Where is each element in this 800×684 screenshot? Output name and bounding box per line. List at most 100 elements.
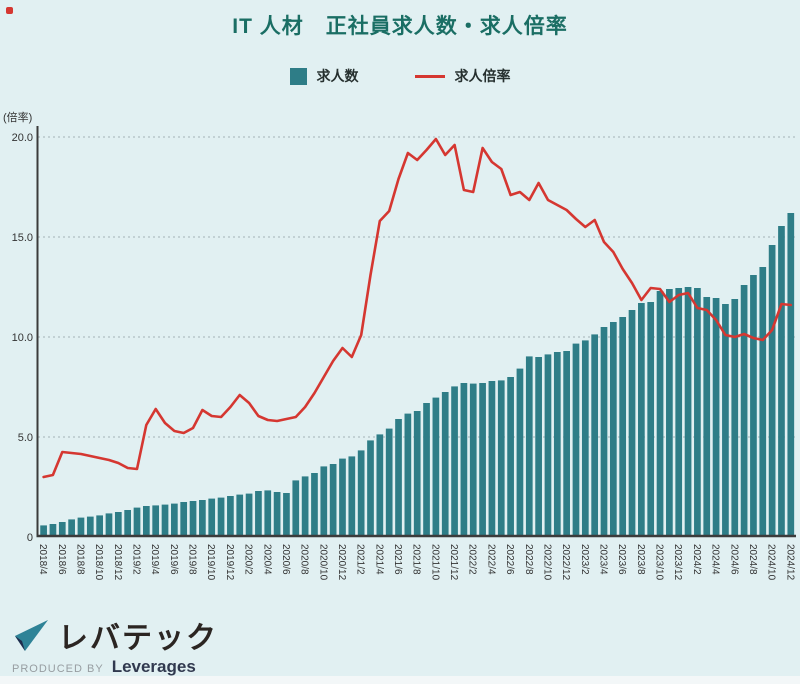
bar: [544, 354, 552, 537]
y-tick-label: 5.0: [18, 432, 33, 444]
bar: [245, 493, 253, 537]
bar-swatch-icon: [289, 67, 307, 85]
bar: [469, 383, 477, 537]
x-tick-label: 2019/4: [149, 544, 160, 575]
bar: [292, 480, 300, 537]
bar: [479, 383, 486, 537]
logo-brand-text: レバテック: [58, 622, 218, 655]
bar: [77, 517, 85, 537]
x-tick-label: 2024/2: [691, 544, 702, 575]
bar: [124, 510, 132, 537]
bar: [703, 297, 711, 537]
bar: [731, 299, 739, 537]
x-tick-label: 2022/6: [504, 544, 515, 575]
x-tick-label: 2022/2: [467, 544, 478, 575]
line-swatch-icon: [414, 74, 445, 78]
x-tick-label: 2019/10: [205, 544, 216, 581]
x-tick-label: 2021/2: [355, 544, 366, 575]
recording-dot: [6, 7, 13, 14]
bar: [609, 322, 617, 537]
bar: [40, 525, 47, 537]
bar: [432, 397, 440, 537]
company-name: Leverages: [111, 657, 196, 676]
bar: [750, 275, 757, 537]
bar: [385, 428, 393, 537]
bar: [273, 492, 281, 537]
x-tick-label: 2019/12: [224, 544, 235, 581]
bar: [227, 496, 234, 537]
bar: [301, 476, 309, 537]
x-tick-label: 2023/12: [672, 544, 683, 581]
bar: [712, 298, 720, 537]
bar: [666, 289, 673, 537]
x-tick-label: 2023/6: [616, 544, 627, 575]
legend: 求人数 求人倍率: [0, 66, 800, 86]
bar: [787, 213, 795, 537]
bar: [105, 513, 113, 537]
bar: [516, 368, 524, 537]
x-tick-label: 2020/8: [299, 544, 310, 575]
x-tick-label: 2024/6: [728, 544, 739, 575]
bar: [58, 522, 66, 537]
x-tick-label: 2024/12: [784, 544, 795, 581]
bar: [591, 334, 599, 537]
bar: [180, 502, 188, 537]
y-tick-label: 10.0: [12, 332, 33, 344]
bar: [572, 343, 580, 537]
bar: [357, 450, 365, 537]
bar: [367, 440, 374, 537]
bar: [395, 419, 402, 537]
legend-item-line: 求人倍率: [414, 66, 511, 86]
bar: [768, 245, 776, 537]
logo: レバテック PRODUCED BY Leverages: [12, 612, 242, 677]
bar: [740, 285, 748, 537]
produced-by-row: PRODUCED BY Leverages: [12, 657, 242, 677]
bar: [49, 524, 57, 537]
x-tick-label: 2023/2: [579, 544, 590, 575]
legend-line-label: 求人倍率: [454, 68, 511, 84]
produced-by-label: PRODUCED BY: [12, 663, 104, 675]
bar: [96, 515, 103, 537]
bar: [171, 503, 178, 537]
ratio-line: [42, 137, 793, 479]
bar: [722, 304, 729, 537]
bar: [255, 491, 262, 537]
x-tick-label: 2020/12: [336, 544, 347, 581]
bar: [563, 351, 570, 537]
chart-title: IT 人材 正社員求人数・求人倍率: [232, 15, 568, 38]
bar: [236, 494, 244, 537]
levtech-logo-icon: [15, 620, 48, 651]
bar: [488, 381, 496, 537]
x-tick-label: 2024/10: [766, 544, 777, 581]
x-tick-label: 2023/4: [598, 544, 609, 575]
x-tick-label: 2020/10: [317, 544, 328, 581]
bar: [525, 356, 533, 537]
bar: [208, 498, 216, 537]
y-tick-label: 0: [27, 532, 33, 544]
bar: [339, 458, 346, 537]
x-tick-label: 2022/8: [523, 544, 534, 575]
bar: [152, 505, 160, 537]
x-tick-label: 2022/12: [560, 544, 571, 581]
bar: [619, 317, 627, 537]
bar: [778, 226, 785, 537]
bar: [217, 497, 225, 537]
x-tick-label: 2018/12: [112, 544, 123, 581]
bar: [460, 383, 468, 537]
y-axis-unit-label: (倍率): [3, 110, 32, 124]
x-tick-label: 2021/4: [373, 544, 384, 575]
x-tick-label: 2024/8: [747, 544, 758, 575]
bar: [497, 380, 505, 537]
legend-bars-label: 求人数: [316, 68, 359, 84]
bar: [451, 386, 458, 537]
bar: [114, 512, 122, 537]
x-tick-label: 2021/10: [429, 544, 440, 581]
logo-row: レバテック: [12, 612, 242, 654]
x-tick-label: 2019/8: [187, 544, 198, 575]
x-tick-label: 2020/2: [243, 544, 254, 575]
bar: [199, 500, 206, 537]
bar: [638, 303, 645, 537]
bar: [320, 466, 328, 537]
bar: [283, 493, 290, 537]
